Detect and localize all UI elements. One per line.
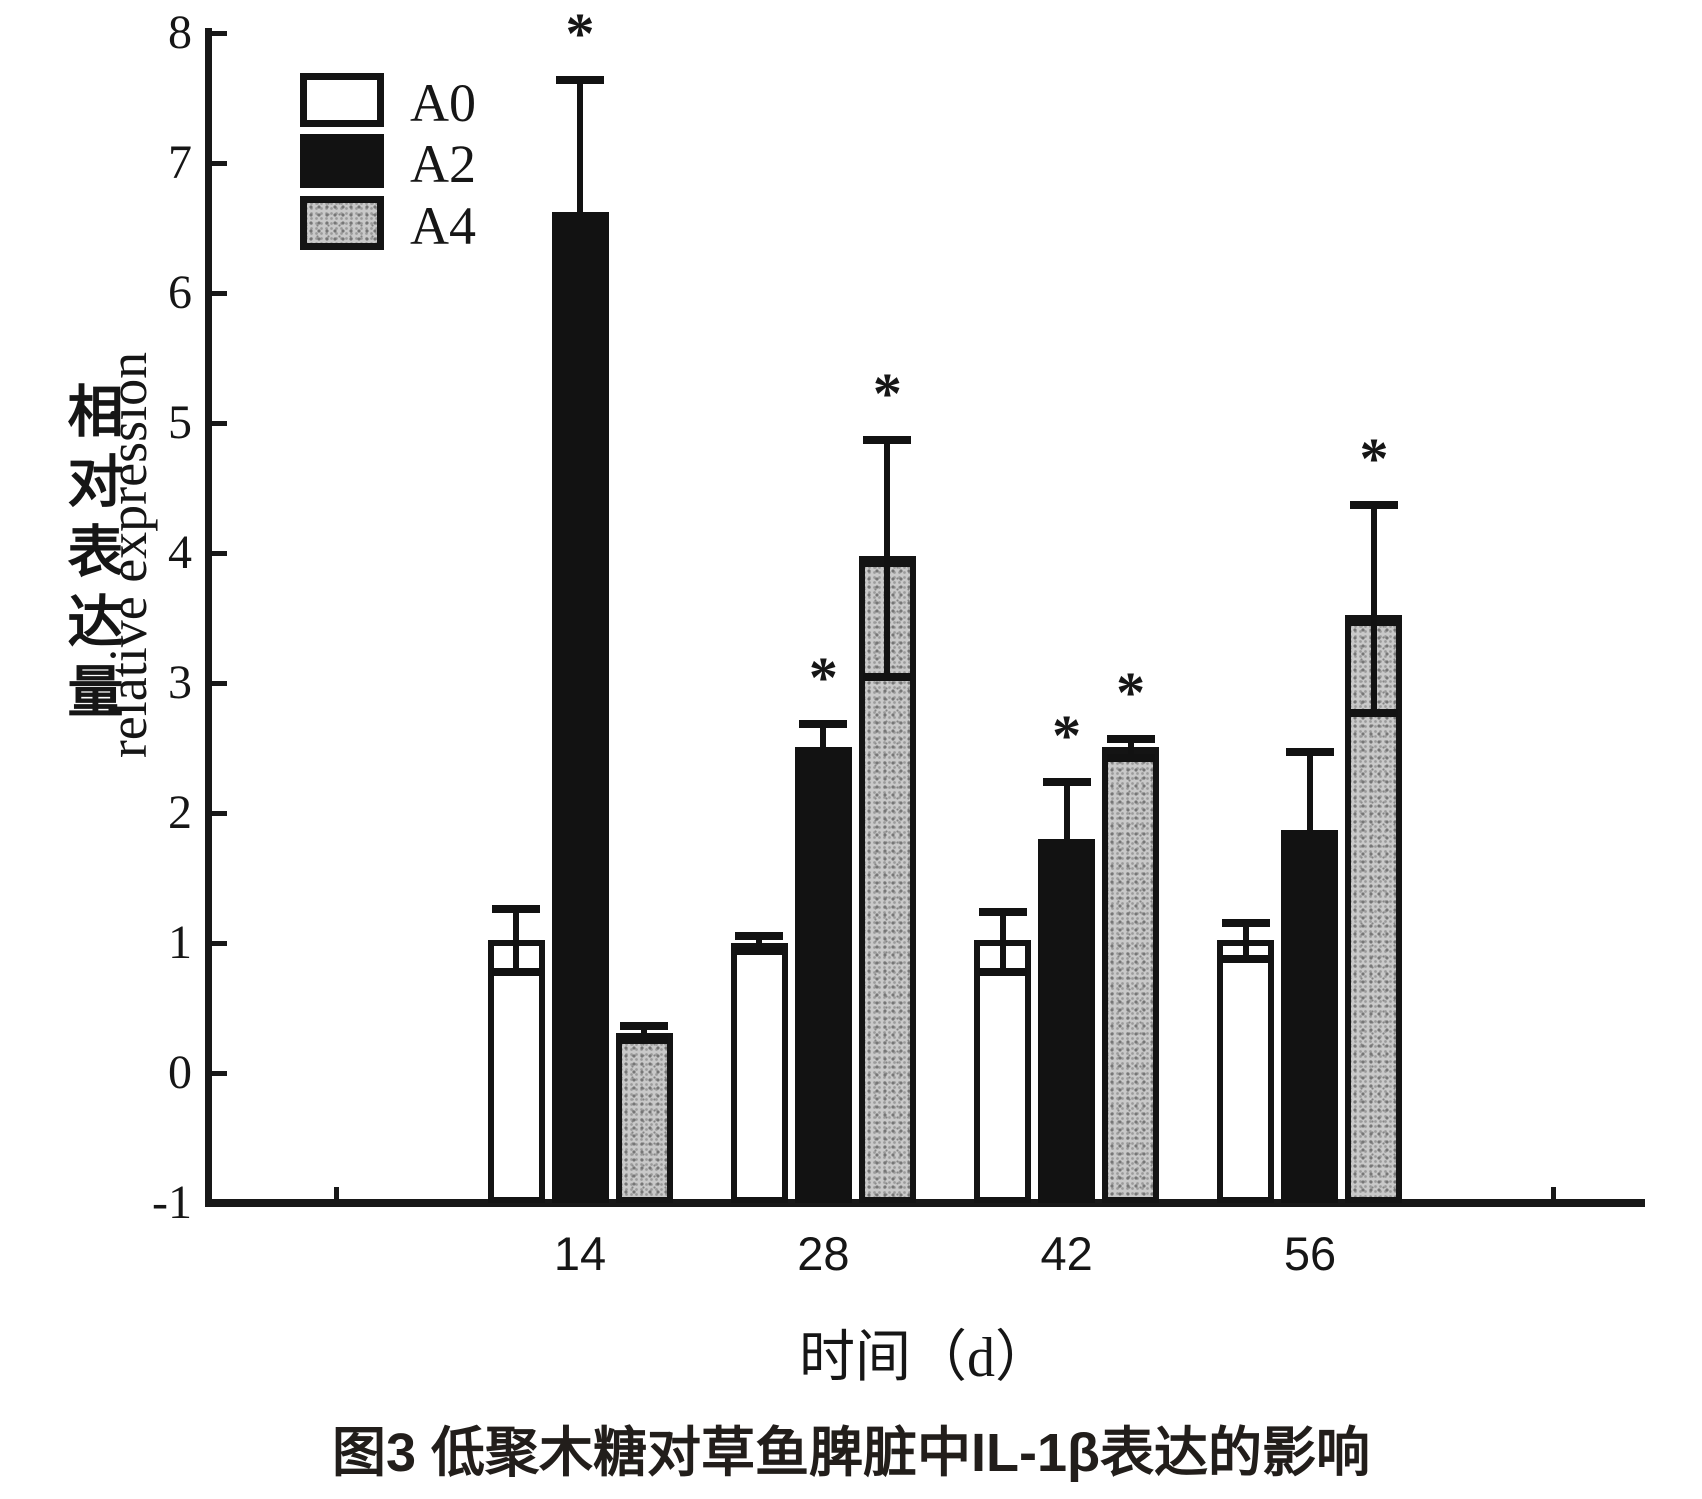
bar-A2-56	[1281, 829, 1339, 1203]
x-axis-title: 时间（d）	[799, 1327, 1051, 1389]
x-axis-line	[205, 1199, 1645, 1207]
error-bar-stem	[513, 907, 519, 972]
error-bar-stem	[1127, 737, 1134, 759]
error-bar-cap-top	[492, 904, 540, 913]
significance-asterisk: *	[1116, 659, 1146, 725]
error-bar-cap-bottom	[863, 672, 912, 681]
x-axis-minor-tick	[1550, 1187, 1556, 1203]
error-bar-stem	[1306, 750, 1313, 830]
error-bar-cap-top	[1285, 747, 1334, 756]
error-bar-stem	[641, 1024, 647, 1040]
error-bar-stem	[820, 723, 827, 747]
bar-A2-28	[794, 746, 852, 1203]
y-tick-label: 2	[168, 786, 192, 839]
y-tick-mark	[212, 811, 227, 816]
error-bar-cap-top	[799, 720, 848, 729]
y-tick-mark	[212, 421, 227, 426]
significance-asterisk: *	[1052, 702, 1082, 768]
error-bar-stem	[756, 935, 763, 951]
error-bar-stem	[999, 910, 1006, 972]
error-bar-cap-top	[1106, 734, 1155, 743]
bar-A0-56	[1217, 940, 1275, 1203]
x-tick-label: 14	[553, 1227, 607, 1280]
error-bar-stem	[1242, 922, 1249, 959]
error-bar-stem	[577, 78, 583, 213]
bar-A2-14	[551, 212, 609, 1203]
y-tick-mark	[212, 941, 227, 946]
y-tick-mark	[212, 551, 227, 556]
y-axis-label-chinese: 相对表达量	[59, 382, 121, 732]
error-bar-cap-bottom	[1349, 708, 1398, 717]
significance-asterisk: *	[808, 645, 838, 711]
x-tick-label: 28	[797, 1227, 850, 1280]
error-bar-stem	[1370, 503, 1377, 713]
y-tick-label: 6	[168, 266, 192, 319]
legend-swatch-a0	[300, 73, 384, 127]
x-tick-label: 56	[1283, 1227, 1337, 1280]
error-bar-cap-top	[735, 932, 784, 941]
significance-asterisk: *	[565, 0, 595, 66]
y-tick-label: 3	[168, 656, 192, 709]
y-tick-mark	[212, 31, 227, 36]
y-tick-label: 7	[168, 136, 192, 189]
legend-swatch-a4	[300, 196, 384, 250]
y-tick-label: 0	[168, 1046, 192, 1099]
y-tick-label: 4	[168, 526, 192, 579]
error-bar-cap-top	[1042, 777, 1091, 786]
bar-A0-14	[487, 940, 545, 1203]
significance-asterisk: *	[872, 360, 902, 426]
legend-swatch-a2	[300, 134, 384, 188]
bar-A4-14	[615, 1032, 673, 1203]
error-bar-cap-bottom	[1106, 754, 1155, 763]
y-tick-label: 5	[168, 396, 192, 449]
y-tick-mark	[212, 681, 227, 686]
error-bar-stem	[884, 438, 891, 677]
y-tick-mark	[212, 161, 227, 166]
y-tick-label: 8	[168, 6, 192, 59]
legend-label-a4: A4	[410, 196, 476, 256]
error-bar-cap-bottom	[735, 946, 784, 955]
bar-A0-28	[730, 943, 788, 1203]
error-bar-cap-top	[620, 1021, 668, 1030]
error-bar-cap-bottom	[978, 967, 1027, 976]
y-tick-label: 1	[168, 916, 192, 969]
bar-A4-42	[1102, 746, 1160, 1203]
bar-A2-42	[1038, 839, 1096, 1203]
error-bar-cap-top	[1221, 919, 1270, 928]
legend-label-a2: A2	[410, 134, 476, 194]
x-axis-minor-tick	[334, 1187, 340, 1203]
error-bar-stem	[1063, 780, 1070, 839]
error-bar-cap-top	[556, 75, 604, 84]
error-bar-cap-bottom	[1221, 954, 1270, 963]
error-bar-cap-bottom	[492, 967, 540, 976]
error-bar-cap-top	[978, 907, 1027, 916]
bar-A0-42	[974, 940, 1032, 1203]
legend-label-a0: A0	[410, 73, 476, 133]
y-tick-mark	[212, 1201, 227, 1206]
y-tick-label: -1	[152, 1176, 192, 1229]
y-tick-mark	[212, 291, 227, 296]
y-axis-line	[205, 28, 212, 1207]
x-tick-label: 42	[1040, 1227, 1093, 1280]
figure-caption: 图3 低聚木糖对草鱼脾脏中IL-1β表达的影响	[332, 1423, 1370, 1483]
y-tick-mark	[212, 1071, 227, 1076]
significance-asterisk: *	[1359, 425, 1389, 491]
error-bar-cap-top	[1349, 500, 1398, 509]
error-bar-cap-bottom	[620, 1035, 668, 1044]
error-bar-cap-top	[863, 435, 912, 444]
